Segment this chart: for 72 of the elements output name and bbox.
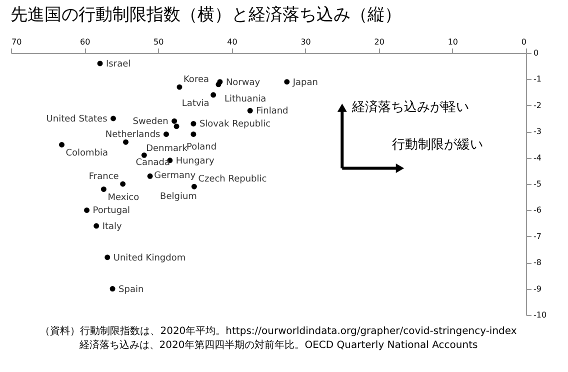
annotation: Italy <box>102 222 123 232</box>
x-tick-label: 50 <box>154 38 164 46</box>
annotation: Hungary <box>176 156 216 166</box>
point <box>123 139 129 145</box>
point <box>163 131 169 137</box>
point <box>216 82 222 88</box>
annotation: Finland <box>256 106 288 117</box>
annotation: Norway <box>226 78 261 88</box>
annotation: Canada <box>136 158 170 168</box>
annotation: Mexico <box>108 193 140 204</box>
point <box>174 124 180 130</box>
y-tick-label: -4 <box>534 153 542 162</box>
point <box>120 181 126 187</box>
x-tick-label: 30 <box>300 38 311 46</box>
y-tick-label: -7 <box>534 232 542 241</box>
y-tick-label: -3 <box>534 127 542 136</box>
annotation: Denmark <box>146 144 188 154</box>
y-tick-label: -1 <box>534 74 542 84</box>
x-tick-label: 0 <box>521 38 526 46</box>
point <box>176 84 182 90</box>
annotation: 行動制限が緩い <box>392 138 484 153</box>
point <box>190 121 196 126</box>
annotation: France <box>88 172 120 182</box>
point <box>59 142 65 148</box>
annotation: Lithuania <box>224 94 266 104</box>
point <box>172 118 178 124</box>
annotation: Israel <box>106 59 131 70</box>
annotation: Sweden <box>132 117 168 128</box>
point <box>141 152 147 158</box>
y-tick-label: -6 <box>534 206 542 215</box>
y-tick-label: -10 <box>534 310 547 320</box>
point <box>94 223 100 229</box>
point <box>84 207 90 213</box>
point <box>210 92 216 98</box>
annotation: Germany <box>154 171 196 182</box>
x-tick-label: 70 <box>12 38 22 46</box>
annotation: Colombia <box>66 148 108 159</box>
point <box>100 186 106 192</box>
annotation: Netherlands <box>105 130 161 140</box>
annotation: Spain <box>118 284 144 295</box>
annotation: Slovak Republic <box>199 120 271 130</box>
y-tick-label: -8 <box>534 258 542 268</box>
point <box>104 254 110 260</box>
annotation: Korea <box>183 75 209 86</box>
y-tick-label: -5 <box>534 180 542 188</box>
y-tick-label: -9 <box>534 284 542 294</box>
point <box>110 286 116 292</box>
annotation: United States <box>46 114 108 124</box>
point <box>284 79 290 85</box>
annotation: Latvia <box>182 98 210 109</box>
y-tick-label: 0 <box>534 48 539 58</box>
point <box>147 173 153 179</box>
point <box>97 60 103 66</box>
point <box>110 116 116 122</box>
x-tick-label: 60 <box>80 38 90 46</box>
x-tick-label: 40 <box>227 38 238 46</box>
annotation: Japan <box>292 78 318 88</box>
x-tick-label: 10 <box>448 38 458 46</box>
point <box>247 108 253 114</box>
annotation: Poland <box>186 142 217 152</box>
text: 経済落ち込みは、2020年第四四半期の対前年比。OECD Quarterly National Accounts <box>78 339 478 351</box>
annotation: 経済落ち込みが軽い <box>351 98 470 115</box>
annotation: Czech Republic <box>198 174 267 185</box>
annotation: Belgium <box>160 192 197 202</box>
point <box>191 184 197 190</box>
annotation: Portugal <box>92 206 130 216</box>
point <box>190 131 196 137</box>
annotation: United Kingdom <box>113 253 186 264</box>
x-tick-label: 20 <box>374 38 384 46</box>
chart-title: 先進国の行動制限指数（横）と経済落ち込み（縦） <box>10 5 402 25</box>
y-tick-label: -2 <box>534 100 542 110</box>
text: （資料）行動制限指数は、2020年平均。https://ourworldindata.org/grapher/covid-stringency-index <box>40 325 517 337</box>
